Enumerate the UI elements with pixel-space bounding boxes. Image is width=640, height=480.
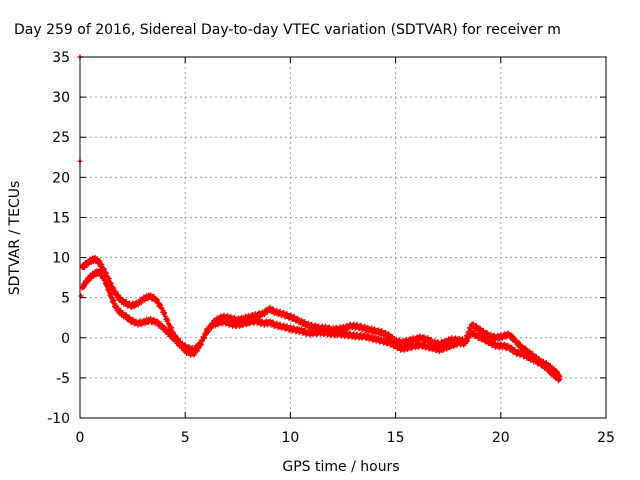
data-point — [199, 338, 205, 344]
data-point — [557, 376, 563, 382]
x-tick-label: 0 — [76, 430, 85, 446]
y-tick-label: 5 — [61, 291, 70, 307]
y-tick-label: -5 — [56, 371, 70, 387]
data-point — [201, 335, 207, 341]
y-tick-label: 15 — [52, 210, 70, 226]
x-tick-label: 10 — [281, 430, 299, 446]
y-tick-label: 0 — [61, 331, 70, 347]
grid-lines — [80, 57, 606, 418]
y-tick-label: 30 — [52, 90, 70, 106]
y-tick-label: -10 — [47, 411, 70, 427]
axis-ticks: 0 5 10 15 20 25 -10 -5 0 5 10 15 20 25 30 35 — [47, 50, 615, 446]
y-tick-label: 35 — [52, 50, 70, 66]
x-tick-label: 5 — [181, 430, 190, 446]
y-tick-label: 20 — [52, 170, 70, 186]
x-tick-label: 20 — [492, 430, 510, 446]
data-point — [198, 342, 204, 348]
y-axis-label: SDTVAR / TECUs — [7, 181, 23, 296]
data-points — [77, 54, 563, 383]
plot-frame — [79, 56, 607, 419]
x-tick-label: 15 — [387, 430, 405, 446]
chart-title: Day 259 of 2016, Sidereal Day-to-day VTE… — [14, 22, 561, 38]
y-tick-label: 10 — [52, 251, 70, 267]
x-tick-label: 25 — [597, 430, 615, 446]
x-axis-label: GPS time / hours — [282, 459, 399, 475]
y-tick-label: 25 — [52, 130, 70, 146]
